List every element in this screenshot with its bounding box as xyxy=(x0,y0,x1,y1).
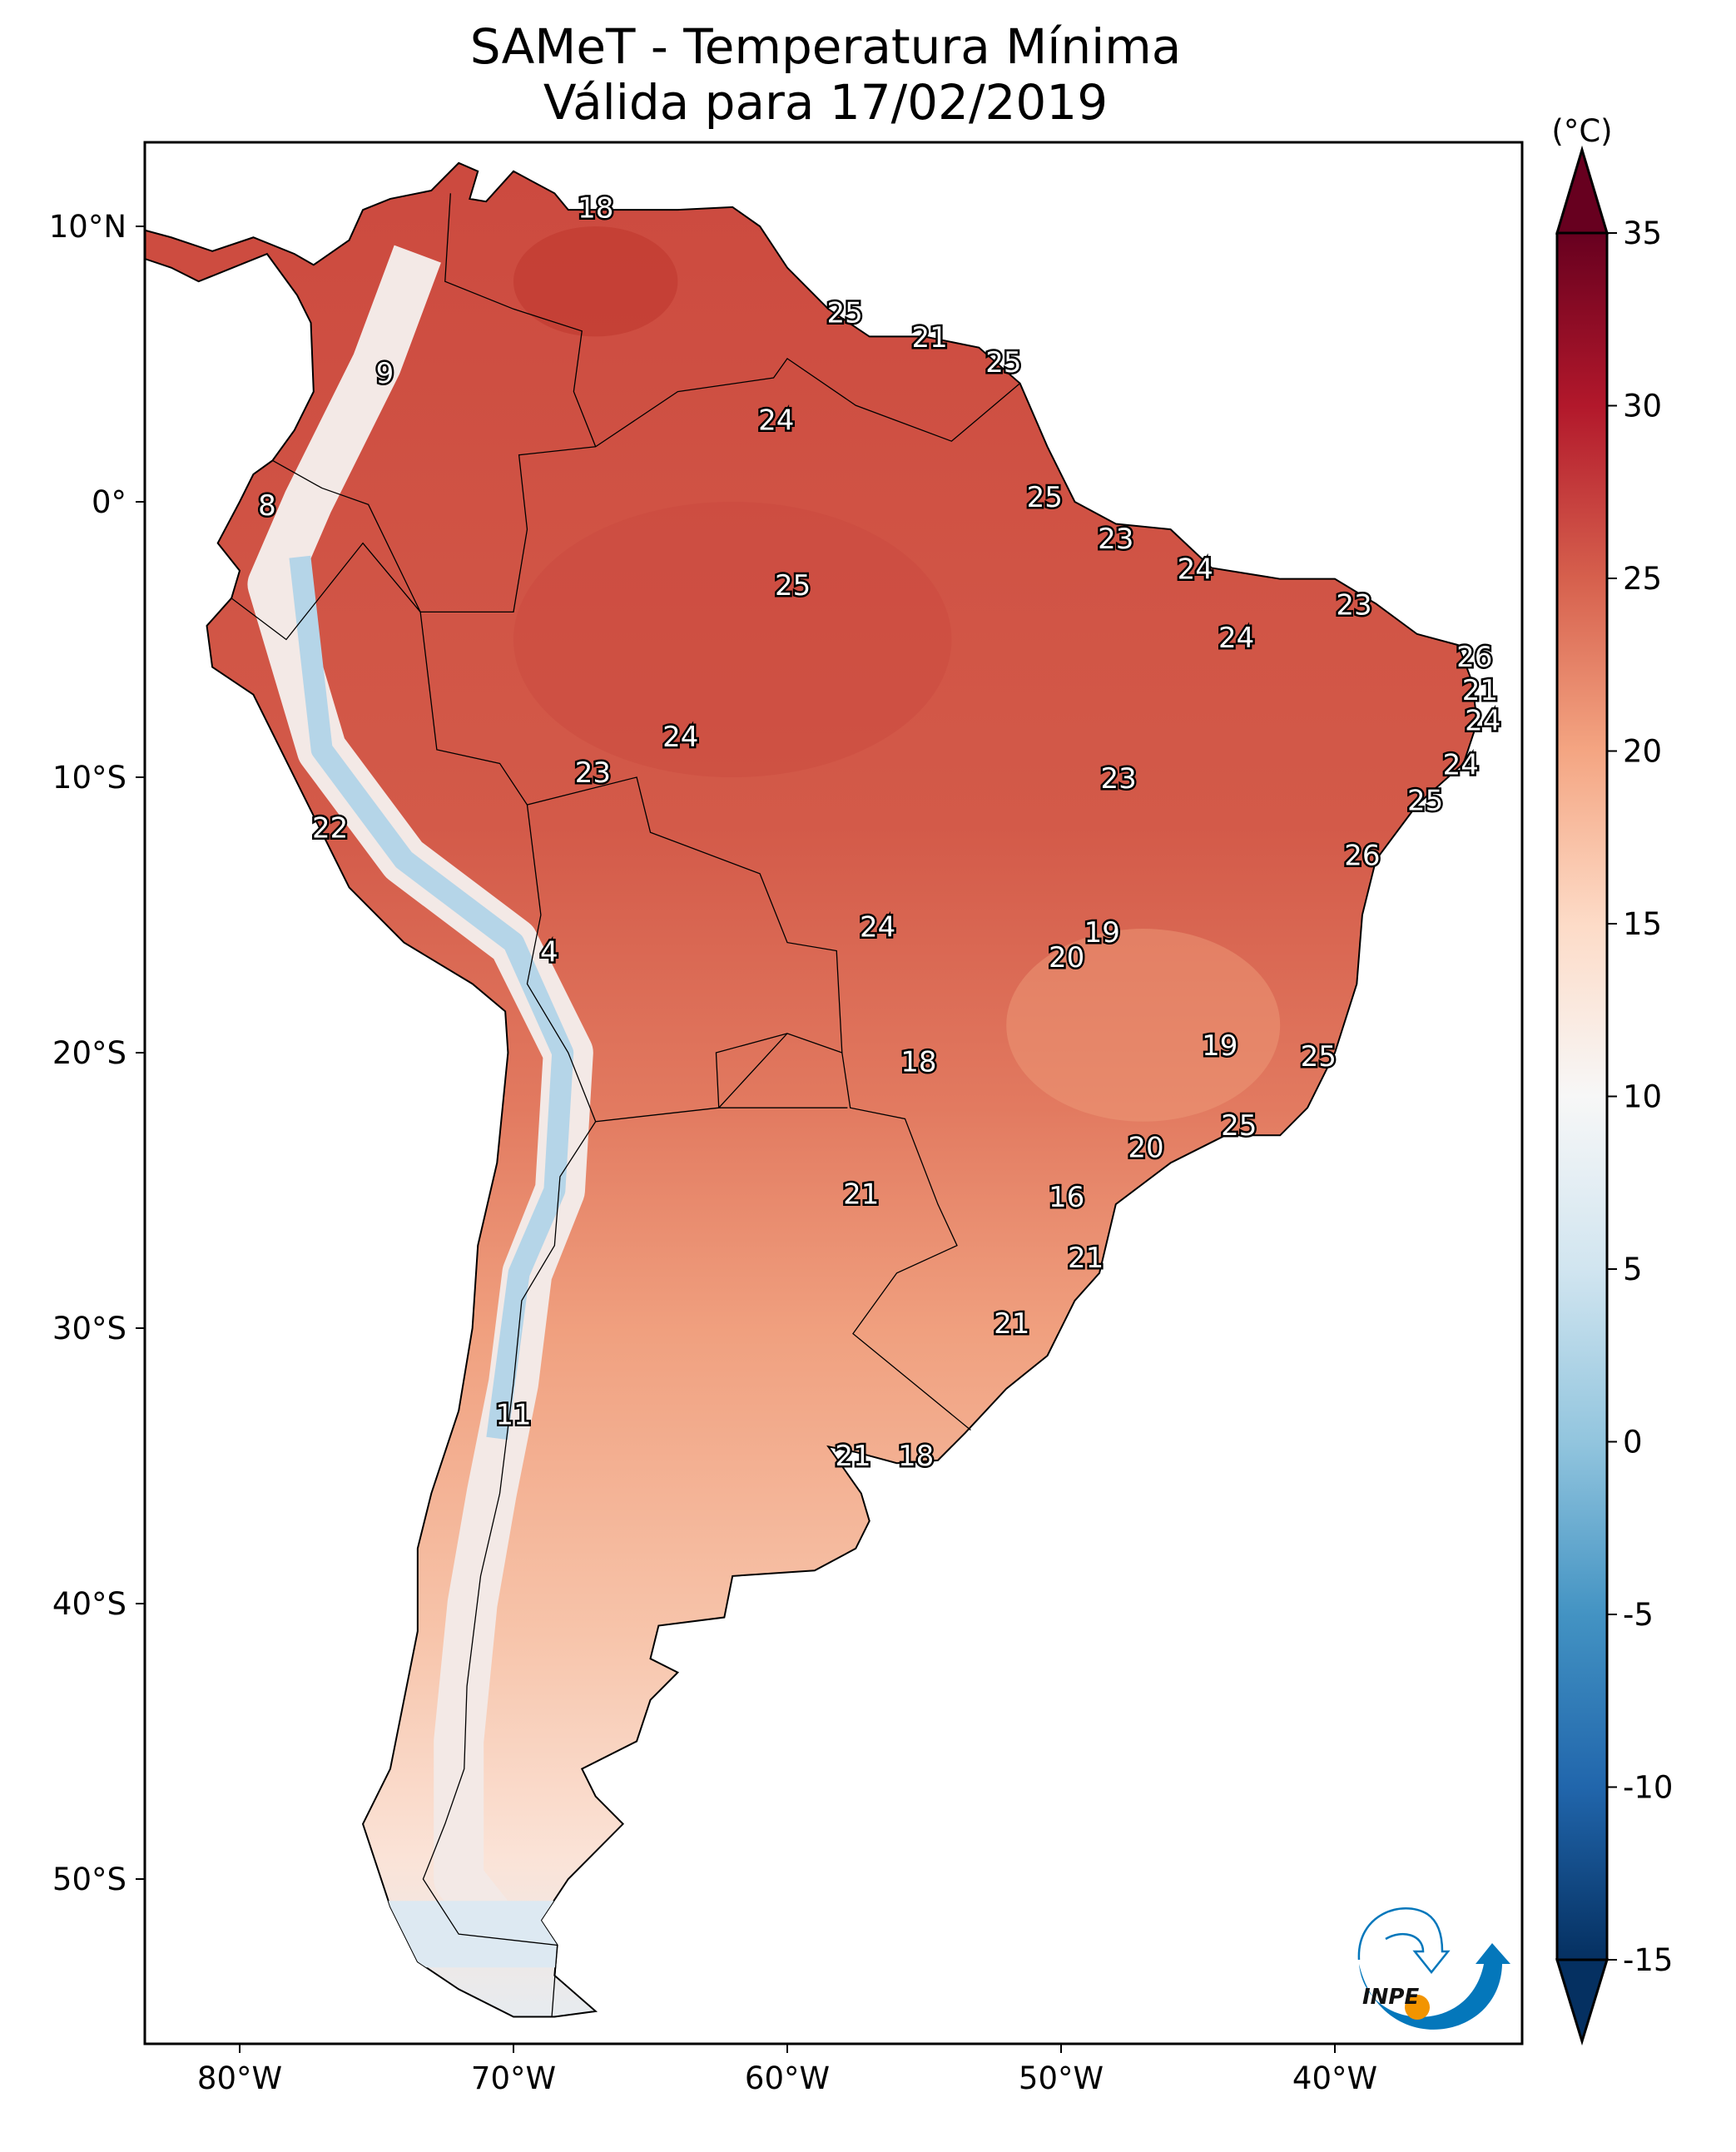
inpe-logo-text: INPE xyxy=(1362,1985,1419,2010)
station-value: 21 xyxy=(994,1307,1029,1341)
lat-tick-label: 10°N xyxy=(49,209,126,245)
colorbar-tick-label: 5 xyxy=(1623,1252,1643,1287)
lon-tick-label: 70°W xyxy=(471,2060,556,2096)
title-line-2: Válida para 17/02/2019 xyxy=(543,74,1108,131)
country-border xyxy=(420,612,970,1430)
station-value: 26 xyxy=(1344,840,1380,873)
country-border xyxy=(231,460,420,639)
station-value: 18 xyxy=(898,1440,934,1473)
station-value: 18 xyxy=(900,1046,936,1079)
inpe-logo-swirl-outer xyxy=(1357,1907,1451,1975)
station-value: 21 xyxy=(835,1440,870,1473)
station-value: 26 xyxy=(1456,641,1492,674)
station-value: 24 xyxy=(1218,622,1254,655)
station-value: 22 xyxy=(312,811,348,845)
station-value: 23 xyxy=(1100,762,1136,796)
andes-cold-core xyxy=(300,557,563,1438)
colorbar-unit-label: (°C) xyxy=(1551,113,1612,149)
country-border xyxy=(445,193,596,447)
country-border xyxy=(527,805,841,1122)
inpe-logo-sun xyxy=(1405,1995,1430,2020)
station-value: 25 xyxy=(985,346,1021,379)
lat-tick-label: 10°S xyxy=(52,760,126,796)
station-value: 25 xyxy=(1407,784,1443,817)
station-value: 20 xyxy=(1128,1131,1163,1164)
station-value: 25 xyxy=(1301,1040,1337,1074)
latitude-ticks: 10°N 0° 10°S 20°S 30°S 40°S 50°S xyxy=(49,209,145,1897)
colorbar-tick-label: -5 xyxy=(1623,1597,1654,1633)
station-value: 11 xyxy=(495,1398,531,1431)
lon-tick-label: 40°W xyxy=(1292,2060,1377,2096)
colorbar-extend-min xyxy=(1555,1958,1610,2046)
amazon-warm-area xyxy=(513,502,952,777)
colorbar-tick-label: 0 xyxy=(1623,1425,1643,1460)
lat-tick-label: 40°S xyxy=(52,1586,126,1622)
station-value: 24 xyxy=(1443,748,1479,781)
map-frame xyxy=(143,141,1524,2045)
station-value: 24 xyxy=(758,404,794,438)
lat-tick-label: 0° xyxy=(92,484,126,520)
lat-tick-label: 30°S xyxy=(52,1311,126,1346)
station-value: 8 xyxy=(258,489,276,523)
venezuela-warm-core xyxy=(513,226,678,337)
lon-tick-label: 50°W xyxy=(1019,2060,1104,2096)
station-value: 24 xyxy=(860,911,895,945)
title-line-1: SAMeT - Temperatura Mínima xyxy=(470,18,1182,75)
inpe-logo: INPE xyxy=(1357,1907,1510,2030)
station-value: 21 xyxy=(843,1178,879,1212)
station-value: 16 xyxy=(1049,1181,1084,1214)
colorbar-tick-label: 15 xyxy=(1623,906,1662,942)
colorbar-tick-label: 20 xyxy=(1623,734,1662,770)
colorbar-tick-label: 30 xyxy=(1623,389,1662,424)
lon-tick-label: 80°W xyxy=(197,2060,282,2096)
station-value: 23 xyxy=(1098,523,1133,556)
colorbar-ticks: 35 30 25 20 15 10 5 0 -5 -10 -15 xyxy=(1607,216,1673,1978)
station-value: 25 xyxy=(1027,481,1063,514)
colorbar-tick-label: 25 xyxy=(1623,561,1662,597)
station-value: 4 xyxy=(540,935,558,969)
station-value: 24 xyxy=(1465,704,1500,737)
station-value: 18 xyxy=(578,192,613,226)
lat-tick-label: 20°S xyxy=(52,1035,126,1071)
lon-tick-label: 60°W xyxy=(745,2060,830,2096)
station-value: 24 xyxy=(1178,553,1213,586)
country-border xyxy=(423,1122,595,2017)
station-value: 21 xyxy=(1068,1242,1104,1275)
station-value: 19 xyxy=(1202,1029,1238,1063)
station-value: 21 xyxy=(1462,674,1498,707)
station-value: 25 xyxy=(775,569,811,602)
southeast-mild-area xyxy=(1006,929,1281,1122)
station-value: 24 xyxy=(662,721,698,754)
colorbar-tick-label: -10 xyxy=(1623,1770,1673,1806)
colorbar: (°C) 35 30 25 20 15 10 5 0 -5 -10 -15 xyxy=(1551,113,1673,2046)
station-value: 23 xyxy=(1336,588,1371,622)
colorbar-tick-label: 10 xyxy=(1623,1079,1662,1115)
station-value: 20 xyxy=(1049,941,1084,974)
colorbar-gradient xyxy=(1557,233,1607,1960)
station-value: 23 xyxy=(575,756,611,790)
station-value: 25 xyxy=(826,296,862,330)
station-value: 9 xyxy=(376,357,394,390)
country-border xyxy=(716,1034,847,1108)
station-value: 21 xyxy=(911,321,947,355)
colorbar-tick-label: -15 xyxy=(1623,1942,1673,1978)
colorbar-tick-label: 35 xyxy=(1623,216,1662,251)
station-value: 19 xyxy=(1084,916,1120,950)
longitude-ticks: 80°W 70°W 60°W 50°W 40°W xyxy=(197,2044,1377,2096)
colorbar-extend-max xyxy=(1555,145,1610,235)
inpe-logo-arrow xyxy=(1359,1943,1510,2030)
lat-tick-label: 50°S xyxy=(52,1862,126,1897)
station-value: 25 xyxy=(1221,1109,1257,1143)
country-border xyxy=(420,359,1020,612)
